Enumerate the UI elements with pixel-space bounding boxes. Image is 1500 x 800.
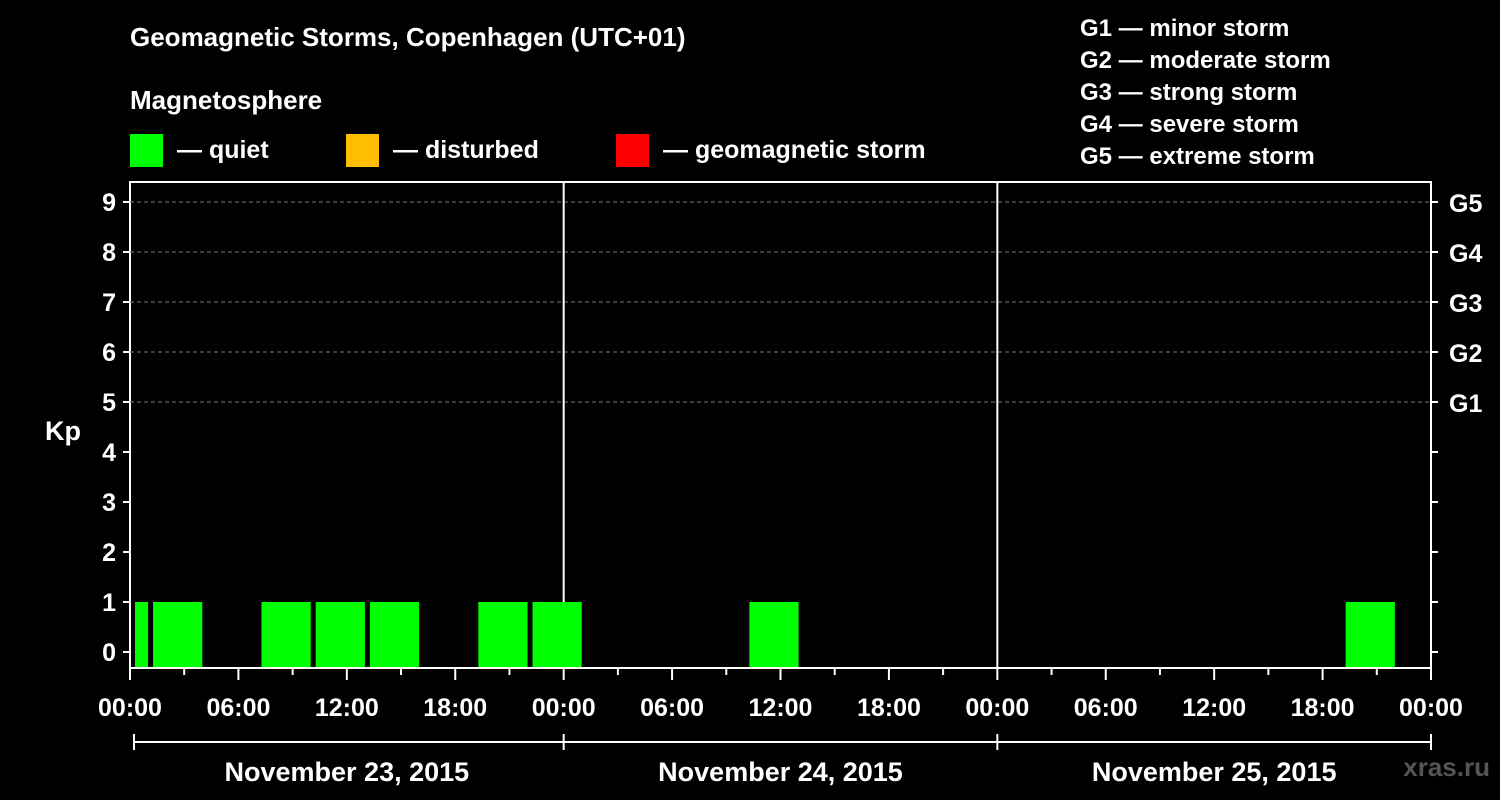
kp-bar (153, 602, 203, 667)
date-label: November 23, 2015 (225, 757, 470, 787)
bars-layer (135, 602, 1395, 667)
date-label: November 25, 2015 (1092, 757, 1337, 787)
storm-scale-g2: G2 — moderate storm (1080, 47, 1331, 74)
y-tick-label: 6 (102, 339, 116, 367)
g-level-label: G2 (1449, 340, 1482, 368)
storm-scale-g3: G3 — strong storm (1080, 79, 1298, 106)
x-tick-label: 00:00 (532, 694, 596, 722)
kp-bar (532, 602, 582, 667)
y-axis-label: Kp (45, 416, 81, 446)
y-tick-label: 3 (102, 489, 116, 517)
x-tick-label: 06:00 (1074, 694, 1138, 722)
axis-layer: 0 1 2 3 4 5 6 7 8 9 G1 G2 G3 G4 G5 00:00 06:00 12:00 18:00… (98, 189, 1482, 787)
y-tick-label: 7 (102, 289, 116, 317)
g-level-label: G1 (1449, 390, 1482, 418)
g-level-label: G5 (1449, 190, 1482, 218)
y-tick-label: 2 (102, 539, 116, 567)
legend-storm: — geomagnetic storm (616, 134, 926, 167)
legend-swatch-storm (616, 134, 649, 167)
legend-quiet: — quiet (130, 134, 269, 167)
kp-bar (135, 602, 149, 667)
kp-bar (261, 602, 311, 667)
x-tick-label: 18:00 (423, 694, 487, 722)
grid-layer (130, 182, 1431, 668)
x-tick-label: 18:00 (857, 694, 921, 722)
storm-scale-g4: G4 — severe storm (1080, 111, 1299, 138)
kp-bar (749, 602, 799, 667)
x-tick-label: 18:00 (1291, 694, 1355, 722)
x-tick-label: 06:00 (206, 694, 270, 722)
y-tick-label: 5 (102, 389, 116, 417)
kp-bar (1345, 602, 1395, 667)
plot-frame (129, 181, 1432, 669)
kp-bar (369, 602, 420, 667)
y-tick-label: 4 (102, 439, 116, 467)
legend-disturbed: — disturbed (346, 134, 539, 167)
x-tick-label: 00:00 (98, 694, 162, 722)
section-label: Magnetosphere (130, 85, 323, 115)
y-tick-label: 0 (102, 639, 116, 667)
legend-swatch-quiet (130, 134, 163, 167)
g-level-label: G4 (1449, 240, 1482, 268)
storm-scale-g5: G5 — extreme storm (1080, 143, 1315, 170)
x-tick-label: 12:00 (1182, 694, 1246, 722)
x-tick-label: 06:00 (640, 694, 704, 722)
kp-bar (315, 602, 365, 667)
y-tick-label: 8 (102, 239, 116, 267)
y-tick-label: 1 (102, 589, 116, 617)
y-tick-label: 9 (102, 189, 116, 217)
legend-label-disturbed: — disturbed (393, 136, 539, 164)
legend-label-storm: — geomagnetic storm (663, 136, 926, 164)
kp-bar (478, 602, 528, 667)
x-tick-label: 00:00 (965, 694, 1029, 722)
watermark: xras.ru (1403, 752, 1490, 782)
date-label: November 24, 2015 (658, 757, 903, 787)
x-tick-label: 00:00 (1399, 694, 1463, 722)
x-tick-label: 12:00 (315, 694, 379, 722)
legend-swatch-disturbed (346, 134, 379, 167)
storm-scale-g1: G1 — minor storm (1080, 15, 1290, 42)
g-level-label: G3 (1449, 290, 1482, 318)
x-tick-label: 12:00 (749, 694, 813, 722)
chart-title: Geomagnetic Storms, Copenhagen (UTC+01) (130, 22, 686, 52)
legend-label-quiet: — quiet (177, 136, 269, 164)
